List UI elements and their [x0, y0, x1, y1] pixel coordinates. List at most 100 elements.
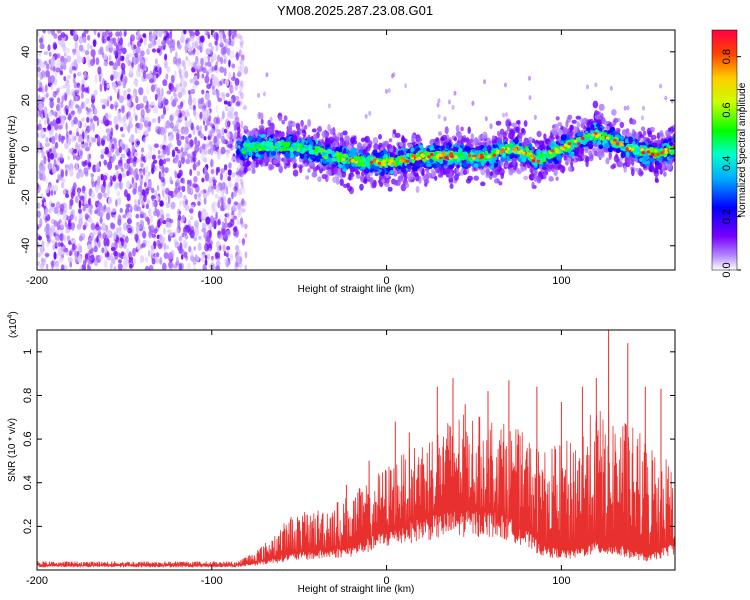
- noise-blob: [201, 254, 205, 263]
- noise-blob: [103, 237, 108, 247]
- noise-blob: [69, 104, 74, 112]
- noise-blob: [106, 83, 110, 89]
- plume-halo: [619, 121, 625, 129]
- noise-blob: [182, 34, 185, 42]
- noise-blob: [45, 188, 50, 194]
- noise-blob: [45, 177, 48, 185]
- noise-blob: [88, 126, 93, 131]
- outlier-blob: [585, 84, 589, 90]
- noise-blob: [190, 226, 195, 234]
- noise-blob: [147, 217, 151, 226]
- noise-blob: [188, 30, 193, 34]
- noise-blob: [242, 200, 247, 207]
- outlier-blob: [451, 105, 455, 110]
- noise-blob: [118, 181, 122, 190]
- noise-blob: [93, 89, 98, 96]
- outlier-blob: [664, 95, 668, 101]
- noise-blob: [217, 97, 223, 103]
- plume-halo: [647, 130, 653, 138]
- noise-blob: [144, 128, 149, 135]
- noise-blob: [59, 70, 64, 76]
- noise-blob: [217, 231, 221, 239]
- noise-blob: [166, 167, 169, 172]
- noise-blob: [49, 99, 54, 109]
- noise-blob: [178, 169, 183, 177]
- noise-blob: [95, 185, 99, 193]
- noise-blob: [222, 189, 227, 194]
- noise-blob: [75, 195, 79, 204]
- noise-blob: [214, 193, 219, 199]
- noise-blob: [230, 38, 236, 46]
- noise-blob: [159, 257, 163, 265]
- plume-halo: [585, 160, 589, 168]
- noise-blob: [150, 249, 155, 255]
- noise-blob: [66, 82, 71, 90]
- noise-blob: [135, 68, 141, 78]
- noise-blob: [203, 166, 208, 176]
- noise-blob: [188, 133, 192, 139]
- noise-blob: [231, 171, 235, 179]
- noise-blob: [53, 251, 57, 260]
- noise-blob: [193, 108, 197, 117]
- plume-halo: [653, 167, 659, 174]
- plume-halo: [440, 136, 445, 142]
- noise-blob: [182, 178, 186, 185]
- noise-blob: [62, 57, 68, 64]
- noise-blob: [82, 206, 86, 212]
- noise-blob: [157, 219, 161, 228]
- noise-blob: [102, 179, 106, 188]
- plume-halo: [292, 169, 299, 177]
- noise-blob: [216, 132, 222, 139]
- noise-blob: [86, 206, 89, 215]
- plume-halo: [243, 125, 249, 131]
- noise-blob: [150, 195, 157, 200]
- plume-halo: [317, 176, 322, 183]
- noise-blob: [235, 254, 240, 263]
- noise-blob: [208, 176, 213, 184]
- noise-blob: [112, 174, 117, 181]
- noise-blob: [142, 240, 147, 245]
- noise-blob: [223, 222, 229, 228]
- noise-blob: [41, 240, 45, 249]
- noise-blob: [72, 153, 76, 160]
- noise-blob: [244, 223, 248, 230]
- noise-blob: [85, 138, 90, 143]
- noise-blob: [116, 44, 119, 51]
- noise-blob: [53, 43, 58, 50]
- noise-blob: [103, 150, 109, 155]
- noise-blob: [210, 158, 213, 168]
- noise-blob: [80, 92, 84, 99]
- noise-blob: [175, 84, 179, 89]
- noise-blob: [121, 55, 125, 61]
- plume-halo: [259, 159, 263, 166]
- plume-halo: [295, 122, 300, 129]
- plume-halo: [506, 125, 511, 132]
- noise-blob: [241, 187, 246, 194]
- noise-blob: [197, 45, 202, 50]
- noise-blob: [211, 89, 217, 96]
- noise-blob: [153, 228, 158, 234]
- noise-blob: [126, 218, 132, 225]
- noise-blob: [72, 49, 77, 56]
- noise-blob: [132, 247, 136, 257]
- plume-halo: [494, 178, 498, 184]
- noise-blob: [117, 57, 121, 67]
- outlier-blob: [594, 82, 598, 88]
- noise-blob: [193, 176, 198, 183]
- noise-blob: [59, 220, 65, 230]
- noise-blob: [38, 201, 41, 210]
- plume-halo: [321, 130, 327, 139]
- noise-blob: [76, 55, 82, 64]
- noise-blob: [212, 183, 217, 190]
- noise-blob: [41, 85, 45, 94]
- noise-blob: [219, 172, 223, 181]
- noise-blob: [60, 169, 65, 178]
- noise-blob: [136, 158, 140, 164]
- noise-blob: [142, 70, 147, 80]
- noise-blob: [139, 219, 145, 229]
- noise-blob: [94, 74, 98, 84]
- plume-halo: [367, 143, 372, 149]
- noise-blob: [68, 250, 72, 257]
- noise-blob: [117, 252, 121, 257]
